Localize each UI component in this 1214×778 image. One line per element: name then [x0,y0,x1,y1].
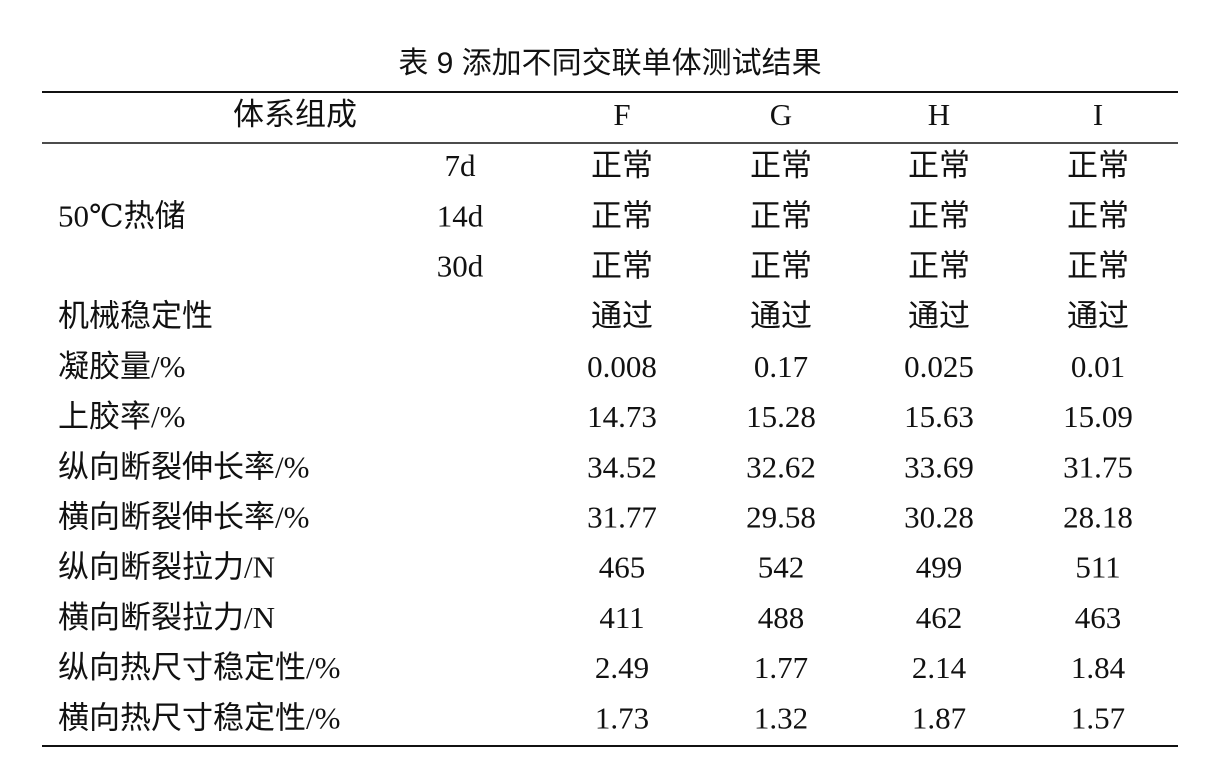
cell: 通过 [750,299,812,334]
header-cell: I [1093,97,1103,132]
cell: 511 [1075,550,1120,585]
cell: 1.84 [1071,650,1126,685]
cell: 15.63 [904,399,974,434]
cell: 通过 [1067,299,1129,334]
row-label: 凝胶量/% [58,349,185,384]
cell: 31.77 [587,500,657,535]
cell: 2.14 [912,650,967,685]
cell: 1.77 [754,650,808,685]
cell: 正常 [750,249,812,284]
cell: 正常 [591,148,653,183]
cell: 1.32 [754,700,808,735]
cell: 488 [758,600,805,635]
sub-label: 30d [437,249,484,284]
cell: 正常 [1067,249,1129,284]
sub-label: 14d [437,198,484,233]
cell: 30.28 [904,500,974,535]
cell: 通过 [591,299,653,334]
cell: 正常 [908,249,970,284]
header-cell: F [613,97,630,132]
cell: 正常 [750,148,812,183]
cell: 411 [599,600,644,635]
row-label: 上胶率/% [58,399,185,434]
cell: 28.18 [1063,500,1133,535]
cell: 通过 [908,299,970,334]
cell: 465 [599,550,646,585]
cell: 1.73 [595,700,649,735]
cell: 14.73 [587,399,657,434]
cell: 正常 [1067,198,1129,233]
cell: 1.87 [912,700,966,735]
cell: 0.01 [1071,349,1125,384]
cell: 正常 [1067,148,1129,183]
row-label: 机械稳定性 [58,299,213,334]
cell: 15.09 [1063,399,1133,434]
cell: 29.58 [746,500,816,535]
cell: 542 [758,550,805,585]
cell: 32.62 [746,449,816,484]
cell: 2.49 [595,650,649,685]
cell: 34.52 [587,449,657,484]
cell: 正常 [591,198,653,233]
cell: 1.57 [1071,700,1125,735]
row-label: 50℃热储 [58,198,186,233]
table-title: 表 9 添加不同交联单体测试结果 [398,47,821,80]
row-label: 纵向断裂拉力/N [58,550,275,585]
row-label: 横向断裂伸长率/% [58,500,309,535]
cell: 0.17 [754,349,808,384]
row-label: 横向热尺寸稳定性/% [58,700,340,735]
cell: 正常 [908,198,970,233]
row-label: 横向断裂拉力/N [58,600,275,635]
cell: 31.75 [1063,449,1133,484]
header-cell: H [928,97,950,132]
cell: 正常 [591,249,653,284]
row-label: 纵向断裂伸长率/% [58,449,309,484]
sub-label: 7d [445,148,477,183]
cell: 463 [1075,600,1122,635]
cell: 462 [916,600,963,635]
cell: 499 [916,550,963,585]
cell: 正常 [750,198,812,233]
row-label: 纵向热尺寸稳定性/% [58,650,340,685]
cell: 33.69 [904,449,974,484]
cell: 0.025 [904,349,974,384]
cell: 0.008 [587,349,657,384]
header-cell: G [770,97,792,132]
header-cell: 体系组成 [233,97,357,132]
cell: 正常 [908,148,970,183]
cell: 15.28 [746,399,816,434]
